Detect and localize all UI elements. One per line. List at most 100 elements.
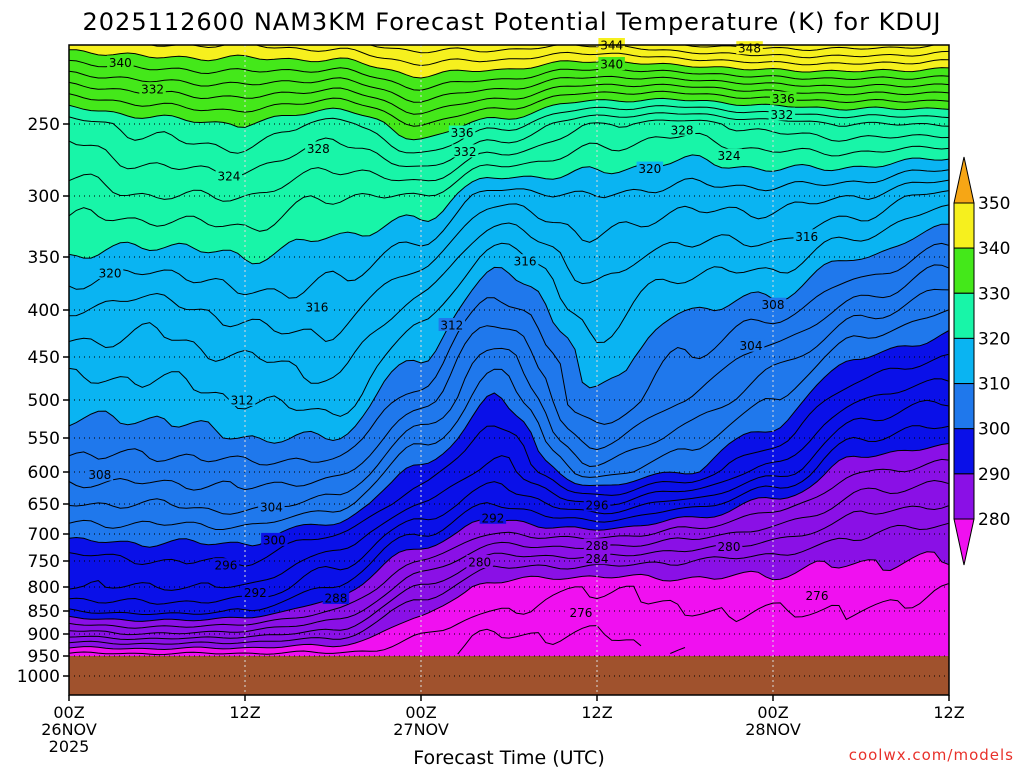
contour-label-bg (768, 107, 796, 121)
contour-label: 340 (109, 56, 132, 70)
contour-label-bg (303, 299, 331, 313)
contour-label: 340 (600, 58, 623, 72)
contour-label-bg (228, 393, 256, 406)
contour-label-bg (448, 125, 476, 139)
y-tick-label: 600 (28, 463, 60, 483)
contour-316 (69, 179, 949, 343)
contour-label-bg (598, 57, 625, 70)
contour-306 (69, 264, 949, 491)
colorbar-segment-340-350 (953, 202, 975, 249)
contour-label: 288 (586, 539, 609, 553)
contour-label: 308 (762, 298, 785, 312)
y-tick-label: 350 (28, 248, 60, 268)
contour-304 (69, 288, 949, 515)
contour-label: 332 (454, 145, 477, 159)
colorbar-tick-label: 310 (978, 375, 1010, 395)
y-tick-label: 800 (28, 578, 60, 598)
contour-300 (69, 330, 949, 548)
contour-label-bg (322, 591, 350, 604)
contour-label: 276 (806, 589, 829, 603)
contour-label: 292 (481, 511, 504, 525)
contour-292 (69, 425, 949, 615)
contour-label-bg (793, 229, 820, 243)
contour-310 (69, 223, 949, 444)
contour-label-bg (96, 265, 124, 279)
contour-label-bg (715, 539, 743, 553)
contour-label-bg (583, 498, 611, 512)
contour-288 (69, 458, 949, 629)
contour-label-bg (759, 297, 787, 311)
contour-label-bg (668, 122, 696, 136)
x-tick-label: 00Z (53, 703, 84, 722)
contour-label-bg (107, 55, 134, 69)
contour-label: 312 (440, 319, 463, 333)
x-tick-label: 27NOV (393, 720, 449, 739)
x-tick-label: 12Z (229, 703, 260, 722)
contour-labels: 3403323243203283363323443403483363323283… (86, 38, 831, 620)
contour-334 (69, 81, 949, 115)
y-tick-label: 700 (28, 525, 60, 545)
contour-label: 320 (638, 162, 661, 176)
colorbar-top-triangle (953, 156, 975, 204)
x-tick-label: 00Z (757, 703, 788, 722)
colorbar-tick-label: 340 (978, 239, 1010, 259)
colorbar-segment-330-340 (953, 247, 975, 294)
contour-label: 320 (99, 266, 122, 280)
contour-324 (69, 119, 949, 202)
contour-label-bg (466, 555, 493, 568)
y-tick-label: 750 (28, 552, 60, 572)
y-tick-label: 550 (28, 429, 60, 449)
contour-label: 280 (468, 556, 491, 570)
contour-label: 328 (671, 123, 694, 137)
contour-344 (368, 45, 949, 59)
contour-label: 296 (586, 499, 609, 513)
colorbar: 280 290 300 310 320 330 340 350 (953, 156, 1010, 566)
contour-318 (69, 169, 949, 299)
contour-label: 304 (740, 339, 763, 353)
contour-332 (69, 90, 949, 127)
contour-298 (69, 353, 949, 567)
contour-label-bg (803, 588, 831, 602)
contour-label: 328 (307, 142, 330, 156)
x-tick-label: 2025 (49, 737, 90, 756)
contour-328 (69, 105, 949, 154)
colorbar-segment-320-330 (953, 292, 975, 339)
y-tick-label: 850 (28, 602, 60, 622)
y-axis: 250 300 350 400 450 500 550 600 650 700 750 800 850 9… (17, 115, 69, 687)
contour-290 (69, 443, 949, 622)
contour-label-bg (215, 168, 243, 182)
y-tick-label: 900 (28, 625, 60, 645)
colorbar-tick-label: 350 (978, 194, 1010, 214)
contour-label-bg (583, 538, 611, 552)
x-tick-label: 26NOV (41, 720, 97, 739)
contour-336 (69, 70, 949, 103)
colorbar-tick-label: 290 (978, 465, 1010, 485)
contour-label-bg (261, 532, 288, 546)
contour-label: 336 (451, 126, 474, 140)
contour-label: 348 (738, 42, 761, 56)
contour-286 (69, 479, 949, 636)
colorbar-segment-290-300 (953, 428, 975, 475)
x-tick-label: 12Z (581, 703, 612, 722)
contour-label: 324 (217, 169, 240, 183)
contour-label-bg (86, 467, 114, 481)
x-tick-label: 12Z (933, 703, 964, 722)
contour-label: 316 (514, 255, 537, 269)
colorbar-tick-label: 320 (978, 329, 1010, 349)
contour-label: 316 (305, 300, 328, 314)
colorbar-tick-label: 330 (978, 284, 1010, 304)
colorbar-tick-label: 300 (978, 420, 1010, 440)
contour-340 (69, 49, 949, 79)
contour-label: 332 (770, 108, 793, 122)
contour-label-bg (583, 551, 611, 565)
y-tick-label: 450 (28, 348, 60, 368)
contour-label-bg (451, 144, 479, 158)
contour-label: 308 (88, 468, 111, 482)
contour-302 (69, 309, 949, 530)
contour-label-bg (258, 500, 285, 513)
colorbar-segment-310-320 (953, 337, 975, 384)
chart-title: 2025112600 NAM3KM Forecast Potential Tem… (83, 8, 942, 36)
colorbar-segment-300-310 (953, 383, 975, 430)
